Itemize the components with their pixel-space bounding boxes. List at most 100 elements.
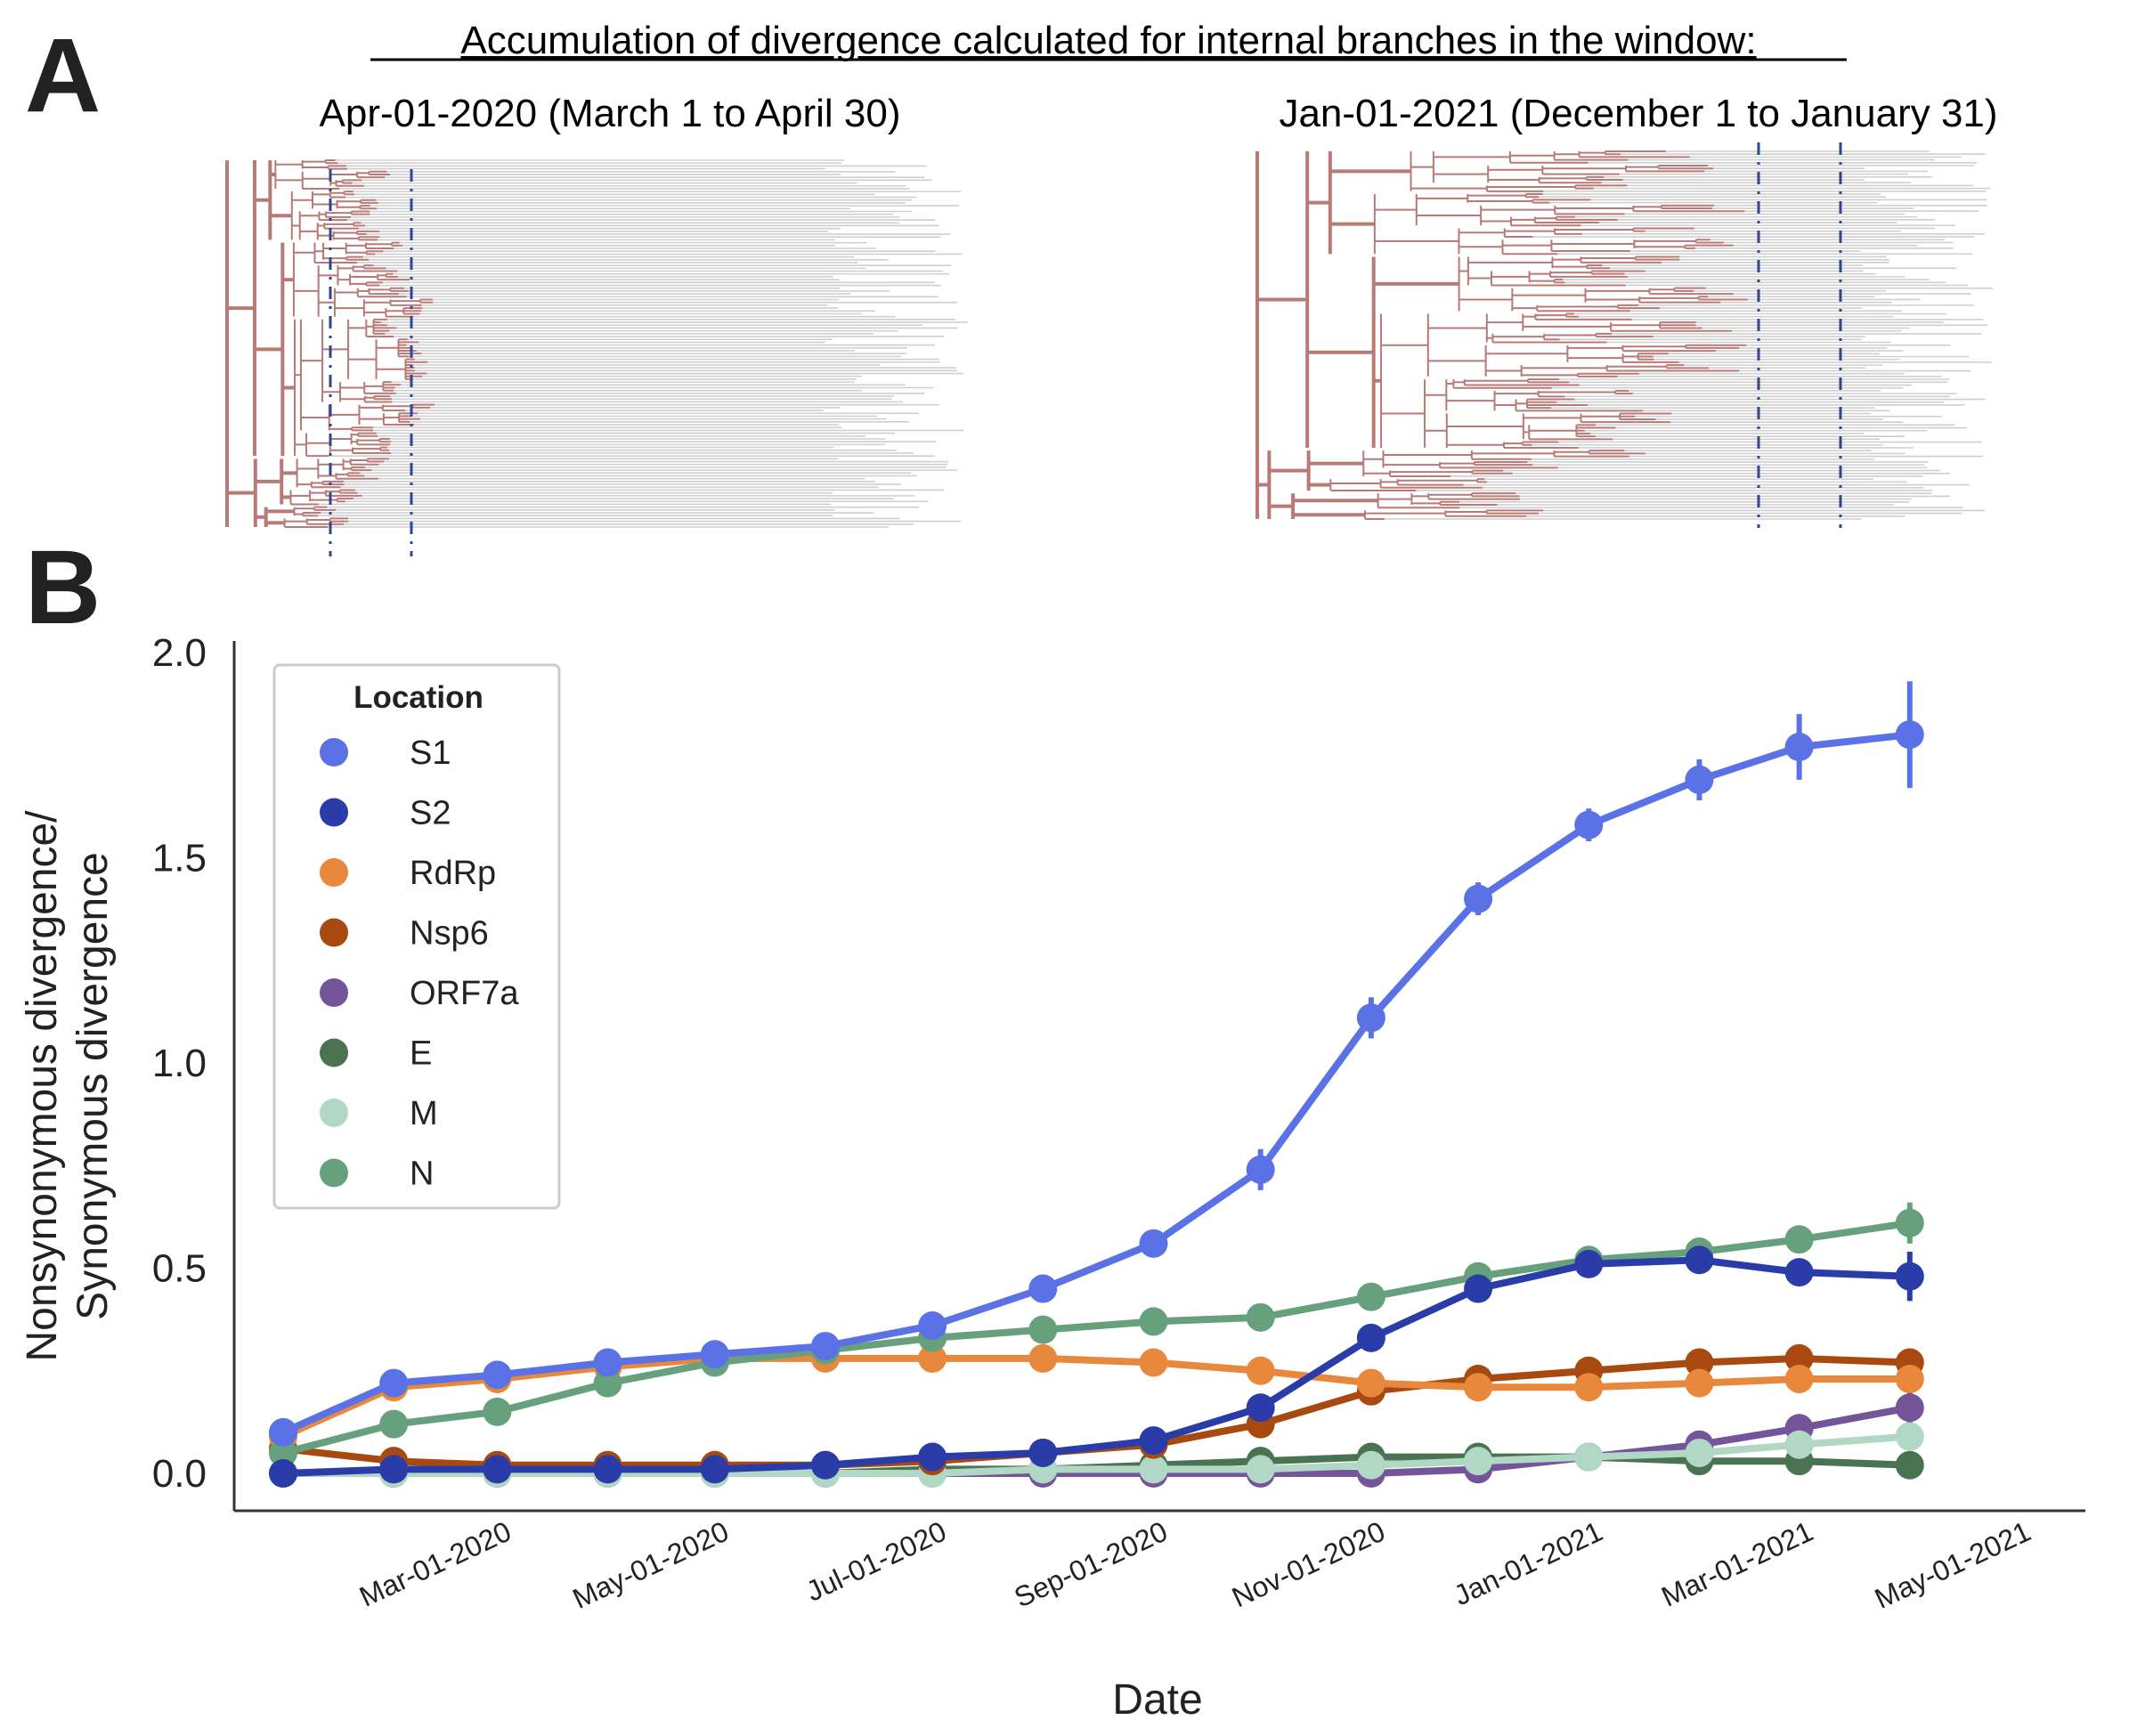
y-axis: 0.0 0.5 1.0 1.5 2.0 (152, 631, 236, 1511)
data-point (1246, 1155, 1275, 1184)
series-s2 (269, 1245, 1924, 1488)
data-point (1895, 1450, 1924, 1480)
data-point (269, 1417, 297, 1447)
data-point (1464, 884, 1493, 913)
data-point (1574, 1442, 1604, 1472)
legend-label: S2 (410, 795, 451, 832)
y-tick-labels: 0.0 0.5 1.0 1.5 2.0 (152, 631, 207, 1496)
data-point (1784, 1430, 1814, 1459)
phylo-tree-left (225, 159, 968, 528)
series-line-m (283, 1432, 1911, 1477)
data-point (1356, 1282, 1385, 1311)
y-tick-label: 1.0 (152, 1042, 207, 1085)
data-point (1685, 1368, 1714, 1398)
panel-b-letter: B (25, 529, 101, 646)
legend-marker (320, 858, 348, 887)
legend-marker (320, 1158, 348, 1188)
data-point (1574, 1249, 1604, 1278)
data-point (918, 1311, 947, 1341)
legend-label: RdRp (410, 855, 496, 892)
data-point (1685, 1348, 1714, 1377)
series-line-s2 (282, 1256, 1910, 1477)
legend-label: E (410, 1035, 432, 1073)
data-point (1464, 1373, 1493, 1402)
data-point (1895, 720, 1924, 750)
data-point (1356, 1323, 1385, 1352)
legend-label: M (410, 1095, 438, 1132)
data-point (1246, 1455, 1275, 1484)
data-point (1784, 1258, 1814, 1287)
legend-marker (320, 738, 348, 767)
x-axis-title: Date (1112, 1676, 1202, 1724)
data-point (1028, 1438, 1058, 1467)
legend-item-m: M (320, 1095, 438, 1132)
data-point (1685, 765, 1714, 794)
data-point (1356, 1003, 1385, 1033)
data-point (593, 1368, 622, 1398)
legend: Location S1 S2 RdRp Nsp6 ORF7a EMN (272, 663, 561, 1210)
legend-item-s2: S2 (320, 795, 451, 832)
data-point (1028, 1315, 1058, 1344)
legend-title: Location (353, 680, 483, 715)
data-point (1139, 1426, 1168, 1456)
x-tick-label: May-01-2021 (1870, 1515, 2035, 1615)
data-point (593, 1455, 622, 1484)
data-point (1784, 1225, 1814, 1254)
series-line-s1 (281, 731, 1911, 1436)
data-point (1139, 1455, 1168, 1484)
data-point (700, 1340, 729, 1369)
data-point (1895, 1208, 1924, 1237)
tree-right-label: Jan-01-2021 (December 1 to January 31) (1279, 92, 1997, 135)
legend-label: ORF7a (410, 975, 519, 1012)
x-tick-label: Jan-01-2021 (1449, 1515, 1607, 1612)
x-tick-label: Mar-01-2020 (354, 1515, 516, 1613)
phylo-tree-right (1255, 150, 1994, 520)
data-point (1685, 1245, 1714, 1275)
data-point (1464, 1274, 1493, 1303)
data-point (1895, 1422, 1924, 1451)
data-point (1139, 1307, 1168, 1336)
legend-item-n: N (320, 1156, 434, 1193)
data-point (1895, 1261, 1924, 1291)
y-tick-label: 2.0 (152, 631, 207, 675)
data-point (483, 1455, 512, 1484)
legend-item-rdrp: RdRp (320, 855, 496, 892)
y-axis-title-line1: Nonsynonymous divergence/ (19, 810, 66, 1362)
y-tick-label: 0.0 (152, 1452, 207, 1496)
data-point (379, 1455, 409, 1484)
tree-left-label: Apr-01-2020 (March 1 to April 30) (320, 92, 901, 135)
tree-internal-branches (225, 159, 435, 528)
x-tick-label: Jul-01-2020 (801, 1515, 951, 1608)
legend-marker (320, 798, 348, 827)
data-point (379, 1409, 409, 1439)
data-point (810, 1332, 840, 1361)
panel-a-letter: A (25, 17, 101, 134)
series-s1 (269, 681, 1924, 1447)
data-point (483, 1360, 512, 1390)
legend-item-orf7a: ORF7a (320, 975, 519, 1012)
data-point (1685, 1438, 1714, 1467)
data-point (1246, 1302, 1275, 1332)
data-point (1139, 1229, 1168, 1258)
x-axis: Mar-01-2020 May-01-2020 Jul-01-2020 Sep-01-… (234, 1509, 2085, 1615)
data-point (1895, 1364, 1924, 1393)
data-point (1574, 810, 1604, 840)
legend-label: S1 (410, 734, 451, 772)
plot-area (269, 681, 1924, 1488)
series-n (269, 1202, 1924, 1467)
data-point (1574, 1373, 1604, 1402)
data-point (1784, 733, 1814, 762)
series-line-rdrp (281, 1354, 1910, 1440)
data-point (810, 1450, 840, 1480)
y-tick-label: 0.5 (152, 1247, 207, 1291)
data-point (1784, 1343, 1814, 1373)
data-point (918, 1343, 947, 1373)
x-tick-label: May-01-2020 (568, 1515, 734, 1615)
legend-item-e: E (320, 1035, 432, 1073)
legend-box (272, 663, 561, 1210)
data-point (1139, 1348, 1168, 1377)
tree-tip-branches (318, 159, 968, 528)
data-point (1028, 1343, 1058, 1373)
tree-internal-branches (1255, 150, 1748, 520)
